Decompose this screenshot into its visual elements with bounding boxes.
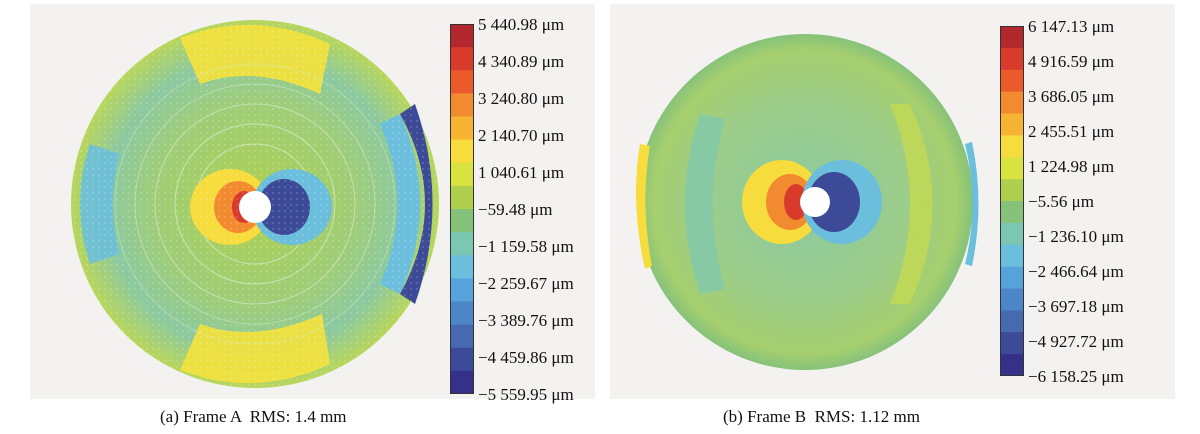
colorbar-segment bbox=[450, 255, 474, 279]
colorbar-segment bbox=[1000, 179, 1024, 202]
colorbar-segment bbox=[1000, 354, 1024, 376]
colorbar-segment bbox=[1000, 26, 1024, 49]
colorbar-tick-label: 4 916.59 μm bbox=[1028, 52, 1115, 71]
colorbar-segment bbox=[1000, 113, 1024, 136]
colorbar-segment bbox=[450, 116, 474, 141]
panel-frame-a bbox=[30, 4, 595, 399]
colorbar-segment bbox=[450, 301, 474, 326]
colorbar-tick-label: 2 140.70 μm bbox=[478, 126, 565, 145]
colorbar-tick-label: 2 455.51 μm bbox=[1028, 122, 1115, 141]
contour-plot-frame-b bbox=[636, 34, 979, 370]
colorbar-tick-label: −2 466.64 μm bbox=[1028, 262, 1124, 281]
colorbar-border bbox=[450, 24, 474, 394]
colorbar-tick-label: 1 224.98 μm bbox=[1028, 157, 1115, 176]
colorbar-segment bbox=[1000, 47, 1024, 71]
colorbar-tick-label: −1 236.10 μm bbox=[1028, 227, 1124, 246]
colorbar-segment bbox=[1000, 222, 1024, 246]
colorbar-segment bbox=[450, 139, 474, 164]
colorbar-segment bbox=[450, 93, 474, 117]
colorbar-frame-a bbox=[450, 24, 474, 394]
colorbar-segment bbox=[450, 278, 474, 302]
center-hole bbox=[239, 191, 271, 223]
colorbar-segment bbox=[1000, 310, 1024, 333]
panel-frame-b bbox=[610, 4, 1175, 399]
colorbar-segment bbox=[450, 162, 474, 187]
caption-frame-b: (b) Frame B RMS: 1.12 mm bbox=[723, 407, 920, 426]
center-hole bbox=[800, 187, 830, 217]
colorbar-segment bbox=[450, 185, 474, 210]
colorbar-tick-label: 1 040.61 μm bbox=[478, 163, 565, 182]
colorbar-segment bbox=[1000, 244, 1024, 268]
colorbar-border bbox=[1000, 26, 1024, 376]
colorbar-tick-label: 4 340.89 μm bbox=[478, 52, 565, 71]
contour-plot-frame-a bbox=[71, 20, 439, 388]
colorbar-segment bbox=[450, 209, 474, 233]
cyan-edge-right bbox=[965, 142, 979, 266]
colorbar-segment bbox=[1000, 69, 1024, 93]
colorbar-tick-label: −4 459.86 μm bbox=[478, 348, 574, 367]
colorbar-frame-b bbox=[1000, 26, 1024, 376]
caption-frame-a: (a) Frame A RMS: 1.4 mm bbox=[160, 407, 347, 426]
colorbar-tick-label: 3 686.05 μm bbox=[1028, 87, 1115, 106]
colorbar-segment bbox=[1000, 91, 1024, 114]
yellowgreen-band-right bbox=[890, 104, 933, 304]
colorbar-segment bbox=[1000, 288, 1024, 311]
colorbar-segment bbox=[450, 70, 474, 94]
colorbar-segment bbox=[450, 370, 474, 394]
colorbar-tick-label: 3 240.80 μm bbox=[478, 89, 565, 108]
colorbar-tick-label: −6 158.25 μm bbox=[1028, 367, 1124, 386]
colorbar-tick-label: −3 697.18 μm bbox=[1028, 297, 1124, 316]
colorbar-segment bbox=[450, 47, 474, 71]
colorbar-segment bbox=[450, 324, 474, 349]
colorbar-segment bbox=[1000, 266, 1024, 289]
colorbar-segment bbox=[1000, 201, 1024, 224]
colorbar-segment bbox=[1000, 157, 1024, 180]
cyan-band-left bbox=[685, 114, 725, 294]
cold-lobe-blue bbox=[808, 172, 860, 232]
colorbar-tick-label: −5.56 μm bbox=[1028, 192, 1094, 211]
yellow-edge-left bbox=[636, 144, 652, 269]
colorbar-segment bbox=[450, 24, 474, 48]
colorbar-segment bbox=[450, 347, 474, 372]
colorbar-tick-label: −3 389.76 μm bbox=[478, 311, 574, 330]
colorbar-segment bbox=[1000, 332, 1024, 355]
colorbar-tick-label: −59.48 μm bbox=[478, 200, 553, 219]
colorbar-segment bbox=[1000, 135, 1024, 158]
hot-lobe-red bbox=[784, 184, 808, 220]
colorbar-tick-label: 5 440.98 μm bbox=[478, 15, 565, 34]
colorbar-tick-label: −5 559.95 μm bbox=[478, 385, 574, 404]
colorbar-segment bbox=[450, 232, 474, 256]
colorbar-tick-label: −2 259.67 μm bbox=[478, 274, 574, 293]
colorbar-tick-label: 6 147.13 μm bbox=[1028, 17, 1115, 36]
colorbar-tick-label: −4 927.72 μm bbox=[1028, 332, 1124, 351]
colorbar-tick-label: −1 159.58 μm bbox=[478, 237, 574, 256]
